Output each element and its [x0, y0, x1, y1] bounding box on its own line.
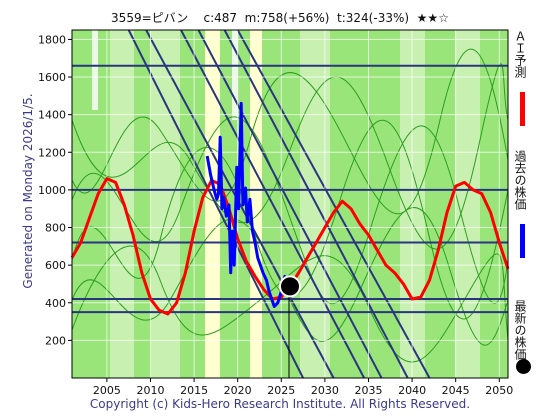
- x-tick-label: 2015: [180, 384, 208, 397]
- trend-line: [223, 30, 409, 378]
- x-tick-label: 2050: [485, 384, 513, 397]
- latest-price-point: [279, 275, 301, 298]
- legend-past-swatch: [520, 224, 525, 258]
- y-tick-label: 200: [45, 334, 66, 347]
- x-tick-label: 2045: [442, 384, 470, 397]
- x-tick-label: 2035: [354, 384, 382, 397]
- y-tick-label: 1400: [38, 109, 66, 122]
- shade-band: [150, 30, 180, 378]
- legend-ai-prediction-label: ＡＩ予測: [513, 30, 527, 78]
- legend-ai-swatch: [520, 92, 525, 126]
- x-tick-label: 2010: [136, 384, 164, 397]
- trend-line: [180, 30, 366, 378]
- trend-line: [197, 30, 383, 378]
- projection-wave-line: [72, 116, 508, 305]
- horizontal-level-lines: [72, 64, 508, 314]
- y-axis-ticks: 200 400 600 800 1000 1200 1400 1600 1800: [38, 33, 72, 347]
- past-series-line: [205, 101, 292, 308]
- x-tick-label: 2030: [311, 384, 339, 397]
- trend-line: [236, 30, 431, 378]
- trend-line: [127, 30, 304, 378]
- highlight-band: [92, 30, 98, 110]
- y-tick-label: 1000: [38, 184, 66, 197]
- x-tick-label: 2020: [224, 384, 252, 397]
- legend-latest-price-label: 最新の株価: [513, 300, 527, 360]
- shade-band: [205, 30, 220, 378]
- copyright-footer: Copyright (c) Kids-Hero Research Institu…: [89, 397, 471, 411]
- plot-frame: [71, 29, 509, 379]
- x-axis-ticks: 2005 2010 2015 2020 2025 2030 2035 2040 2045 2050: [93, 378, 513, 397]
- y-tick-label: 1800: [38, 33, 66, 46]
- y-tick-label: 1600: [38, 71, 66, 84]
- highlight-band: [232, 30, 238, 120]
- latest-price-layer: [279, 275, 301, 298]
- trend-lines: [127, 30, 431, 378]
- x-tick-label: 2005: [93, 384, 121, 397]
- legend-past-price-label: 過去の株価: [513, 150, 527, 210]
- chart-title: 3559=ピバン c:487 m:758(+56%) t:324(-33%) ★…: [111, 11, 449, 25]
- y-tick-label: 1200: [38, 146, 66, 159]
- y-tick-label: 800: [45, 222, 66, 235]
- x-tick-label: 2025: [267, 384, 295, 397]
- y-tick-label: 400: [45, 297, 66, 310]
- legend-latest-marker: [516, 359, 531, 374]
- x-tick-label: 2040: [398, 384, 426, 397]
- y-tick-label: 600: [45, 259, 66, 272]
